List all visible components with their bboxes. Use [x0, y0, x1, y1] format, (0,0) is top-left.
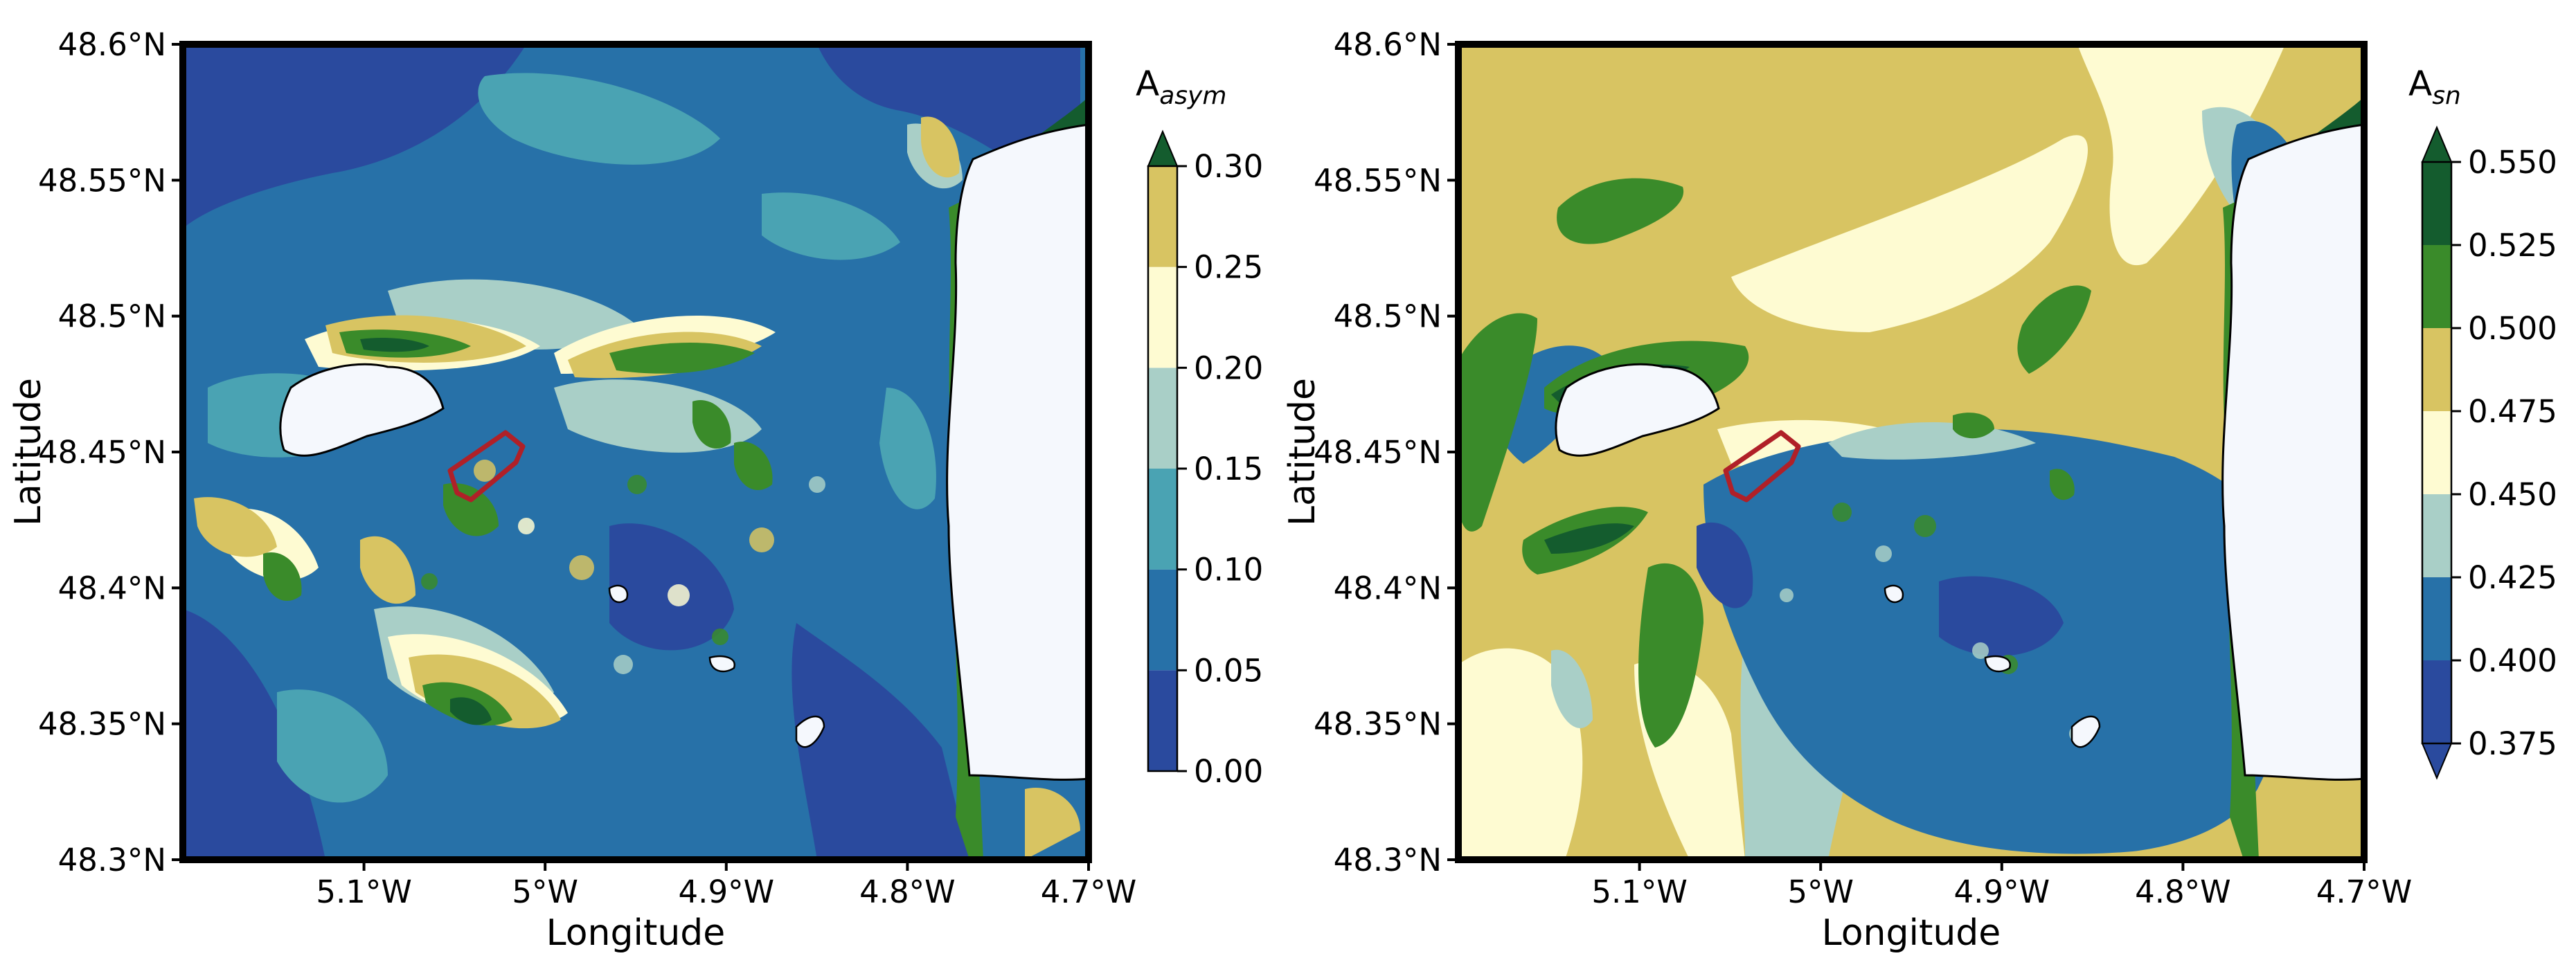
- colorbar-sn: 0.375 0.400 0.425 0.450 0.475 0.500 0.525 0.550: [2421, 125, 2557, 780]
- colorbar-tick-label: 0.475: [2468, 393, 2557, 430]
- colorbar-extend-max: [1147, 129, 1179, 167]
- y-tick-label: 48.6°N: [58, 26, 166, 63]
- y-tick-label: 48.6°N: [1334, 26, 1442, 63]
- y-tick-label: 48.3°N: [58, 842, 166, 878]
- colorbar-title-sn: Asn: [2408, 64, 2461, 110]
- colorbar-segment: [1148, 670, 1177, 771]
- y-tick-label: 48.35°N: [38, 706, 166, 743]
- x-tick-label: 4.8°W: [859, 874, 956, 910]
- colorbar-segment: [1148, 469, 1177, 570]
- x-tick-label: 4.8°W: [2135, 874, 2231, 910]
- x-tick-label: 4.7°W: [2316, 874, 2413, 910]
- colorbar-tick-label: 0.500: [2468, 310, 2557, 347]
- colorbar-tick-label: 0.425: [2468, 559, 2557, 596]
- x-tick-label: 4.7°W: [1041, 874, 1137, 910]
- y-tick-label: 48.45°N: [38, 434, 166, 471]
- colorbar-tick-label: 0.15: [1194, 451, 1263, 487]
- colorbar-frame: [2421, 161, 2453, 745]
- colorbar-segment: [1148, 166, 1177, 267]
- colorbar-segment: [1148, 368, 1177, 469]
- colorbar-tick-label: 0.525: [2468, 227, 2557, 264]
- colorbar-segment: [1148, 569, 1177, 671]
- colorbar-segment: [2422, 245, 2451, 328]
- y-tick-label: 48.5°N: [1334, 298, 1442, 335]
- x-tick-label: 4.9°W: [1954, 874, 2050, 910]
- map-panel-asym: 5.1°W 5°W 4.9°W 4.8°W 4.7°W 48.3°N 48.35°N 48.4…: [38, 26, 1136, 910]
- axes-ticks-left: 5.1°W 5°W 4.9°W 4.8°W 4.7°W 48.3°N 48.35°N 48.4…: [38, 26, 1136, 910]
- y-axis-title-right: Latitude: [1282, 378, 1323, 526]
- axes-ticks-right: 5.1°W 5°W 4.9°W 4.8°W 4.7°W 48.3°N 48.35°N 48.4…: [1314, 26, 2412, 910]
- colorbar-extend-min: [2421, 743, 2453, 780]
- x-tick-label: 5.1°W: [316, 874, 412, 910]
- colorbar-segment: [1148, 266, 1177, 368]
- x-tick-label: 5.1°W: [1591, 874, 1688, 910]
- x-axis-title-right: Longitude: [1822, 912, 2001, 954]
- colorbar-title-sn-base: A: [2408, 64, 2432, 104]
- colorbar-asym: 0.00 0.05 0.10 0.15 0.20 0.25 0.30: [1147, 129, 1263, 790]
- colorbar-segment: [2422, 660, 2451, 743]
- colorbar-title-asym-base: A: [1136, 64, 1159, 104]
- colorbar-title-asym: Aasym: [1136, 64, 1226, 110]
- colorbar-tick-label: 0.450: [2468, 476, 2557, 513]
- y-tick-label: 48.55°N: [1314, 162, 1442, 199]
- colorbar-title-asym-sub: asym: [1159, 82, 1226, 110]
- colorbar-segment: [2422, 411, 2451, 494]
- y-tick-label: 48.4°N: [58, 570, 166, 606]
- y-tick-label: 48.3°N: [1334, 842, 1442, 878]
- contour-field-asym: [183, 44, 1089, 860]
- colorbar-title-sn-sub: sn: [2432, 82, 2461, 110]
- colorbar-segment: [2422, 162, 2451, 245]
- colorbar-segment: [2422, 577, 2451, 660]
- x-tick-label: 5°W: [1787, 874, 1854, 910]
- contour-field-sn: [1458, 44, 2364, 860]
- map-panel-sn: 5.1°W 5°W 4.9°W 4.8°W 4.7°W 48.3°N 48.35°N 48.4…: [1314, 26, 2412, 910]
- y-axis-title-left: Latitude: [8, 378, 49, 526]
- y-tick-label: 48.45°N: [1314, 434, 1442, 471]
- colorbar-tick-label: 0.375: [2468, 725, 2557, 762]
- y-tick-label: 48.4°N: [1334, 570, 1442, 606]
- colorbar-segment: [2422, 494, 2451, 577]
- y-tick-label: 48.5°N: [58, 298, 166, 335]
- colorbar-tick-label: 0.00: [1194, 753, 1263, 790]
- colorbar-tick-label: 0.20: [1194, 350, 1263, 386]
- colorbar-tick-label: 0.400: [2468, 642, 2557, 679]
- colorbar-segment: [2422, 328, 2451, 411]
- colorbar-tick-label: 0.25: [1194, 249, 1263, 286]
- colorbar-tick-label: 0.550: [2468, 144, 2557, 181]
- colorbar-tick-label: 0.10: [1194, 552, 1263, 588]
- x-tick-label: 4.9°W: [679, 874, 775, 910]
- colorbar-extend-max: [2421, 125, 2453, 163]
- x-tick-label: 5°W: [512, 874, 578, 910]
- y-tick-label: 48.55°N: [38, 162, 166, 199]
- colorbar-tick-label: 0.30: [1194, 148, 1263, 185]
- x-axis-title-left: Longitude: [546, 912, 726, 954]
- y-tick-label: 48.35°N: [1314, 706, 1442, 743]
- colorbar-tick-label: 0.05: [1194, 652, 1263, 689]
